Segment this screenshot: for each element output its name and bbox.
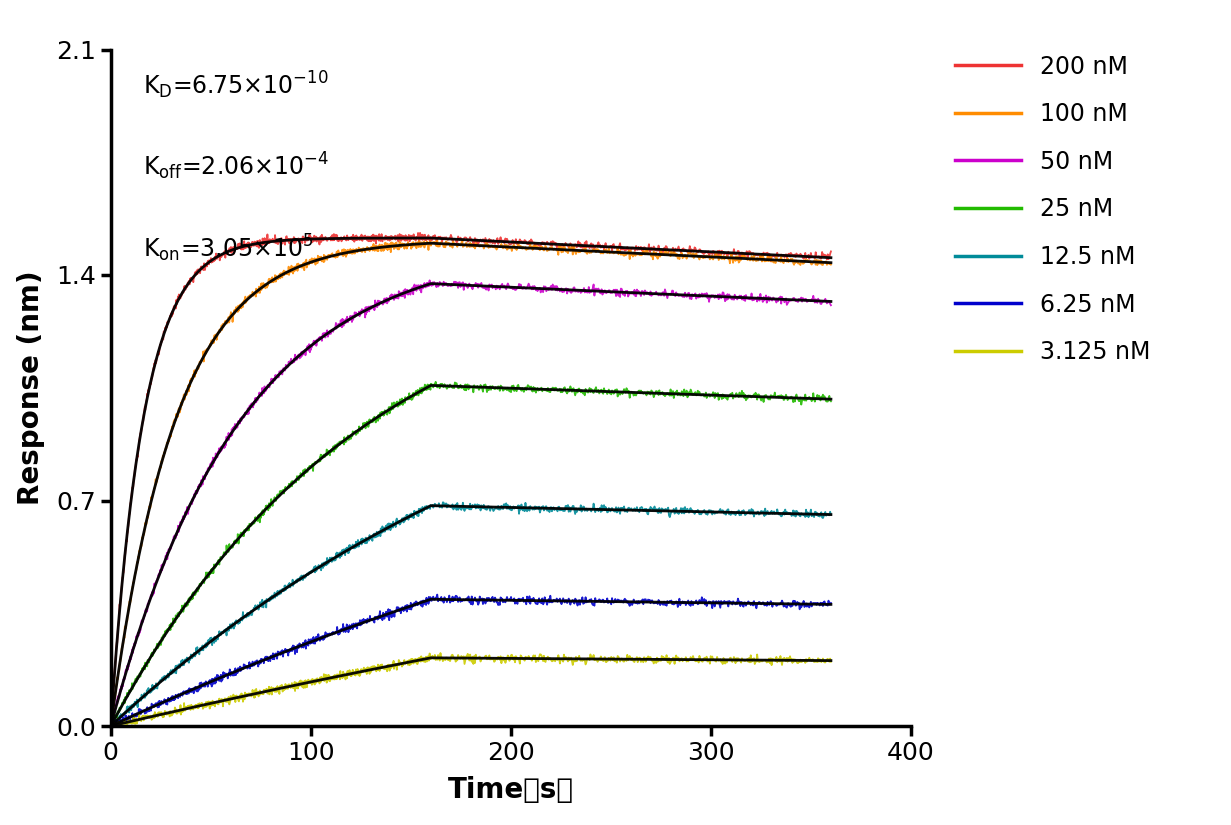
Text: $\mathrm{K_D}$=6.75×10$^{-10}$: $\mathrm{K_D}$=6.75×10$^{-10}$: [143, 70, 329, 101]
Legend: 200 nM, 100 nM, 50 nM, 25 nM, 12.5 nM, 6.25 nM, 3.125 nM: 200 nM, 100 nM, 50 nM, 25 nM, 12.5 nM, 6…: [955, 54, 1150, 364]
Text: $\mathrm{K_{off}}$=2.06×10$^{-4}$: $\mathrm{K_{off}}$=2.06×10$^{-4}$: [143, 151, 329, 182]
Text: $\mathrm{K_{on}}$=3.05×10$^{5}$: $\mathrm{K_{on}}$=3.05×10$^{5}$: [143, 232, 314, 263]
Y-axis label: Response (nm): Response (nm): [17, 271, 46, 505]
X-axis label: Time（s）: Time（s）: [448, 776, 574, 804]
